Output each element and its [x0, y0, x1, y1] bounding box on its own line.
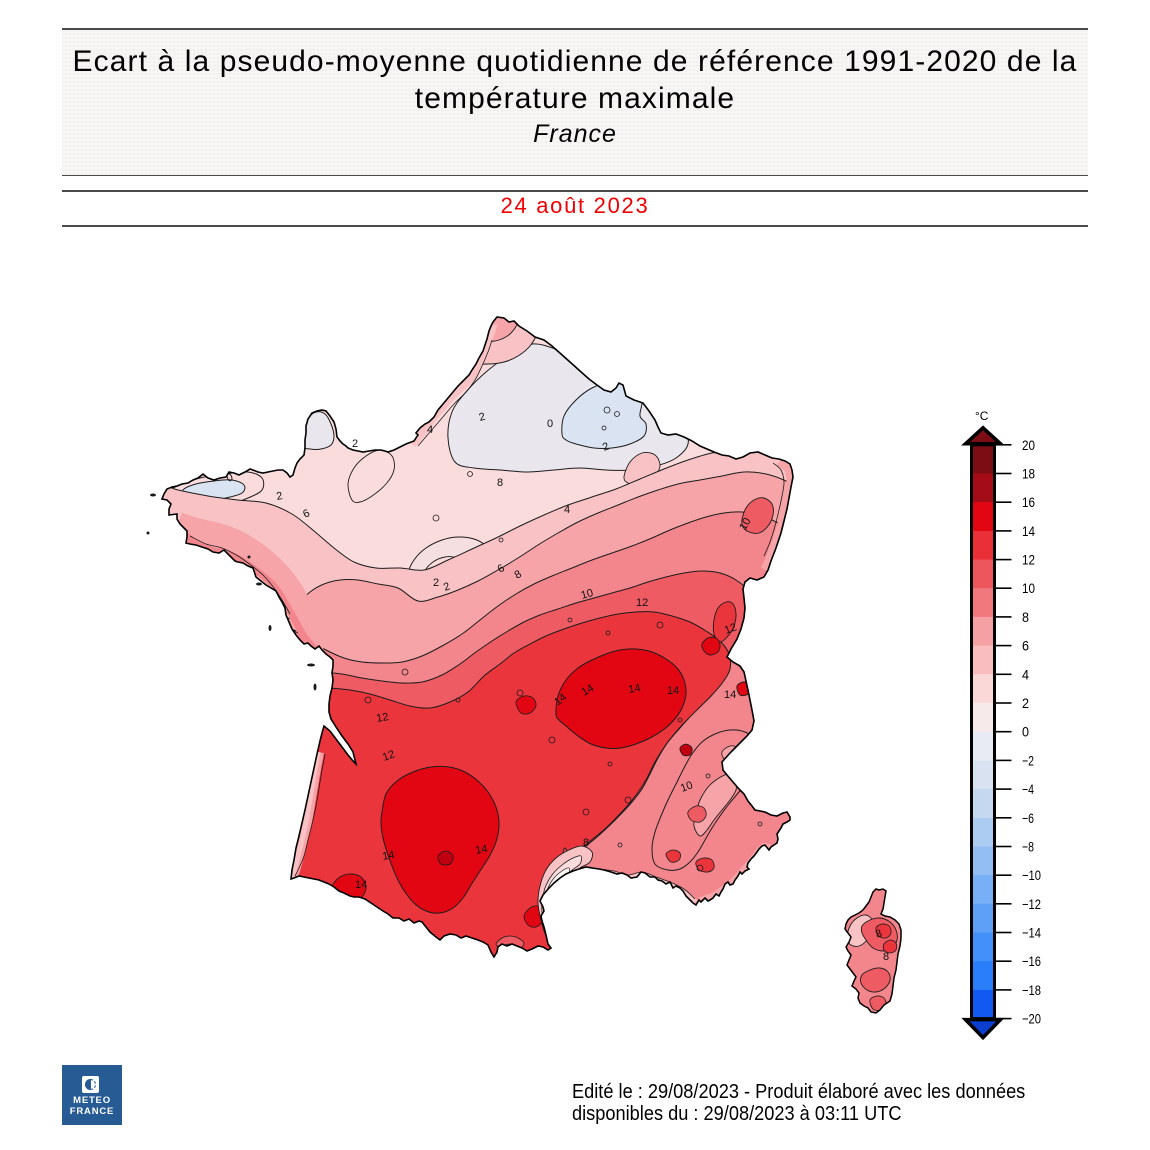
svg-text:14: 14 [724, 689, 736, 701]
svg-text:−14: −14 [1022, 925, 1041, 941]
svg-text:10: 10 [679, 779, 695, 794]
svg-text:8: 8 [883, 951, 889, 963]
svg-text:2: 2 [1022, 695, 1029, 711]
svg-text:8: 8 [874, 927, 884, 940]
svg-text:−10: −10 [1022, 867, 1041, 883]
svg-text:2: 2 [433, 577, 439, 589]
svg-text:0: 0 [1022, 724, 1029, 740]
svg-text:2: 2 [442, 580, 452, 593]
svg-text:10: 10 [580, 587, 595, 602]
svg-text:−2: −2 [1022, 752, 1034, 768]
svg-text:12: 12 [381, 748, 397, 763]
svg-text:−18: −18 [1022, 982, 1041, 998]
svg-text:18: 18 [1022, 466, 1035, 482]
svg-text:8: 8 [513, 568, 524, 581]
svg-text:4: 4 [564, 504, 570, 516]
svg-text:°C: °C [975, 409, 989, 423]
svg-text:2: 2 [601, 440, 611, 453]
svg-text:14: 14 [667, 685, 679, 697]
svg-text:8: 8 [497, 477, 503, 489]
svg-text:4: 4 [1022, 666, 1029, 682]
svg-text:20: 20 [1022, 437, 1035, 453]
svg-text:2: 2 [275, 490, 283, 503]
svg-text:0: 0 [547, 418, 553, 430]
svg-text:2: 2 [478, 411, 487, 424]
svg-text:8: 8 [583, 837, 589, 849]
svg-text:4: 4 [427, 424, 433, 436]
svg-text:−8: −8 [1022, 839, 1034, 855]
svg-text:12: 12 [375, 711, 389, 725]
svg-text:14: 14 [1022, 523, 1035, 539]
svg-text:14: 14 [474, 843, 488, 857]
svg-text:−12: −12 [1022, 896, 1041, 912]
svg-text:12: 12 [723, 621, 739, 636]
svg-text:6: 6 [496, 562, 507, 575]
svg-text:2: 2 [352, 438, 358, 450]
svg-text:14: 14 [355, 879, 367, 891]
svg-text:6: 6 [1022, 638, 1029, 654]
svg-text:−16: −16 [1022, 953, 1041, 969]
svg-text:−4: −4 [1022, 781, 1034, 797]
svg-text:12: 12 [1022, 552, 1035, 568]
svg-text:8: 8 [1022, 609, 1029, 625]
svg-text:12: 12 [636, 597, 648, 609]
svg-text:6: 6 [301, 507, 312, 520]
svg-text:14: 14 [580, 682, 597, 699]
svg-text:−20: −20 [1022, 1011, 1041, 1027]
svg-text:−6: −6 [1022, 810, 1034, 826]
svg-text:0: 0 [225, 471, 235, 484]
svg-text:10: 10 [1022, 580, 1035, 596]
svg-text:10: 10 [737, 516, 754, 533]
svg-text:14: 14 [381, 849, 395, 863]
svg-text:14: 14 [627, 682, 641, 696]
svg-text:16: 16 [1022, 494, 1035, 510]
